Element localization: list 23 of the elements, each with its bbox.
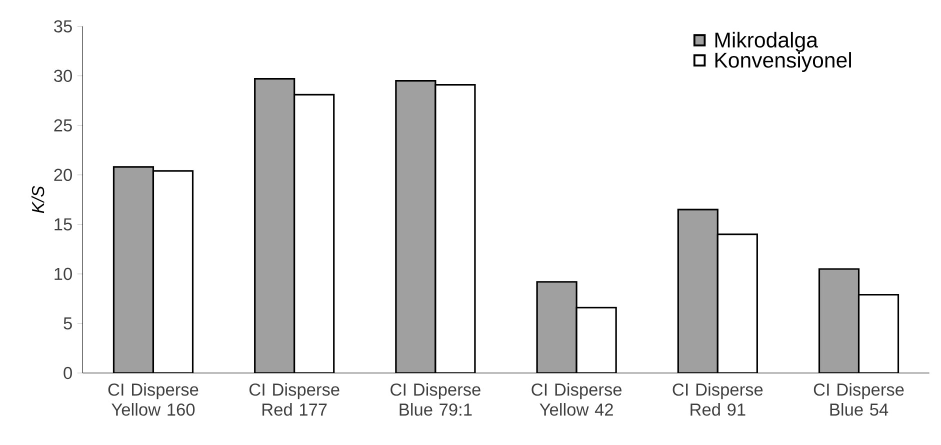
- x-tick-label: CI Disperse Yellow 160: [108, 383, 198, 416]
- x-tick-label: CI Disperse Red 91: [672, 383, 763, 416]
- bar: [536, 281, 578, 373]
- legend-label: Mikrodalga: [715, 32, 818, 52]
- x-tick-label: CI Disperse Red 177: [249, 383, 340, 416]
- y-tick-label: 20: [54, 168, 72, 182]
- y-axis-title: K/S: [31, 186, 44, 214]
- bar: [254, 78, 296, 373]
- x-tick-label: CI Disperse Blue 54: [814, 383, 904, 416]
- bar: [677, 208, 718, 373]
- x-tick-label: CI Disperse Blue 79:1: [390, 383, 480, 416]
- bar: [395, 80, 436, 373]
- x-tick-label: CI Disperse Yellow 42: [532, 383, 622, 416]
- bar: [112, 166, 154, 373]
- y-tick-label: 0: [64, 366, 72, 380]
- y-tick-label: 30: [54, 70, 72, 82]
- y-tick-label: 5: [64, 317, 72, 330]
- y-tick-label: 25: [54, 119, 72, 132]
- legend-label: Konvensiyonel: [715, 52, 851, 72]
- y-tick-label: 10: [54, 268, 72, 280]
- y-tick-label: 35: [54, 20, 72, 32]
- bar: [818, 268, 860, 373]
- y-tick-label: 15: [54, 218, 72, 230]
